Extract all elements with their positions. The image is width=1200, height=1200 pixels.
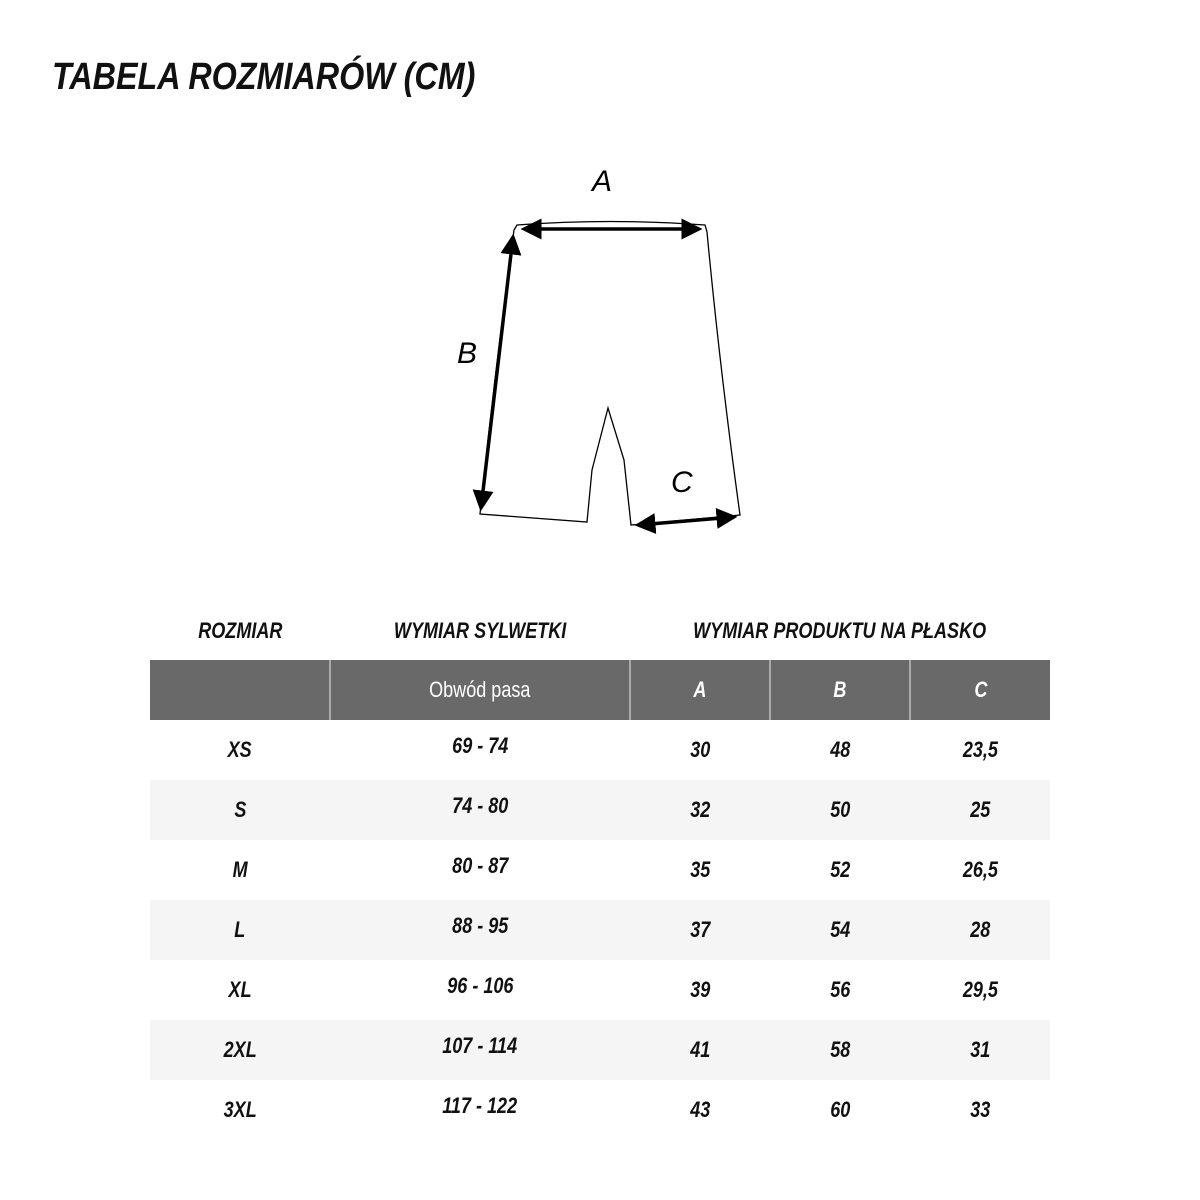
cell-b: 56 — [829, 977, 851, 1002]
cell-waist: 96 - 106 — [446, 973, 514, 998]
cell-a: 35 — [689, 857, 711, 882]
cell-a: 30 — [689, 737, 711, 762]
cell-waist: 88 - 95 — [330, 900, 630, 960]
cell-size: 2XL — [150, 1020, 330, 1080]
page-title: TABELA ROZMIARÓW (CM) — [52, 56, 476, 98]
table-row: S 74 - 80 32 50 25 — [150, 780, 1050, 840]
cell-c: 31 — [910, 1020, 1050, 1080]
cell-size: XS — [227, 737, 253, 762]
cell-size: M — [232, 857, 248, 882]
cell-a: 43 — [689, 1097, 711, 1122]
table-row: L 88 - 95 37 54 28 — [150, 900, 1050, 960]
cell-waist: 117 - 122 — [442, 1093, 518, 1118]
cell-c: 25 — [910, 780, 1050, 840]
label-c: C — [671, 466, 693, 499]
cell-b: 48 — [829, 737, 851, 762]
cell-c: 23,5 — [962, 737, 998, 762]
cell-size: 3XL — [223, 1097, 257, 1122]
table-row: 2XL 107 - 114 41 58 31 — [150, 1020, 1050, 1080]
label-b: B — [457, 337, 477, 370]
col-b: B — [769, 660, 910, 720]
header-size: ROZMIAR — [197, 618, 283, 643]
cell-a: 32 — [630, 780, 770, 840]
cell-b: 60 — [829, 1097, 851, 1122]
cell-size: S — [150, 780, 330, 840]
cell-size: XL — [228, 977, 252, 1002]
cell-c: 29,5 — [962, 977, 998, 1002]
size-table: Obwód pasa A B C XS 69 - 74 30 48 23,5 S 74 - … — [150, 660, 1050, 1140]
table-row: M 80 - 87 35 52 26,5 — [150, 840, 1050, 900]
cell-waist: 69 - 74 — [451, 733, 509, 758]
cell-waist: 80 - 87 — [451, 853, 509, 878]
cell-b: 50 — [770, 780, 910, 840]
col-c: C — [909, 660, 1050, 720]
col-waist: Obwód pasa — [329, 660, 630, 720]
cell-a: 39 — [689, 977, 711, 1002]
cell-b: 54 — [770, 900, 910, 960]
header-product: WYMIAR PRODUKTU NA PŁASKO — [693, 618, 987, 643]
cell-c: 28 — [910, 900, 1050, 960]
col-a: A — [629, 660, 770, 720]
cell-b: 52 — [829, 857, 851, 882]
cell-c: 33 — [969, 1097, 991, 1122]
cell-a: 37 — [630, 900, 770, 960]
cell-size: L — [150, 900, 330, 960]
cell-c: 26,5 — [962, 857, 998, 882]
table-row: XL 96 - 106 39 56 29,5 — [150, 960, 1050, 1020]
shorts-outline — [479, 220, 741, 526]
shorts-diagram: A B C — [457, 165, 741, 535]
cell-a: 41 — [630, 1020, 770, 1080]
arrow-b — [472, 233, 522, 512]
header-body: WYMIAR SYLWETKI — [393, 618, 567, 643]
cell-waist: 107 - 114 — [330, 1020, 630, 1080]
label-a: A — [590, 165, 612, 198]
arrow-c — [634, 507, 738, 535]
table-row: XS 69 - 74 30 48 23,5 — [150, 720, 1050, 780]
col-size — [150, 660, 330, 720]
cell-b: 58 — [770, 1020, 910, 1080]
cell-waist: 74 - 80 — [330, 780, 630, 840]
table-row: 3XL 117 - 122 43 60 33 — [150, 1080, 1050, 1140]
